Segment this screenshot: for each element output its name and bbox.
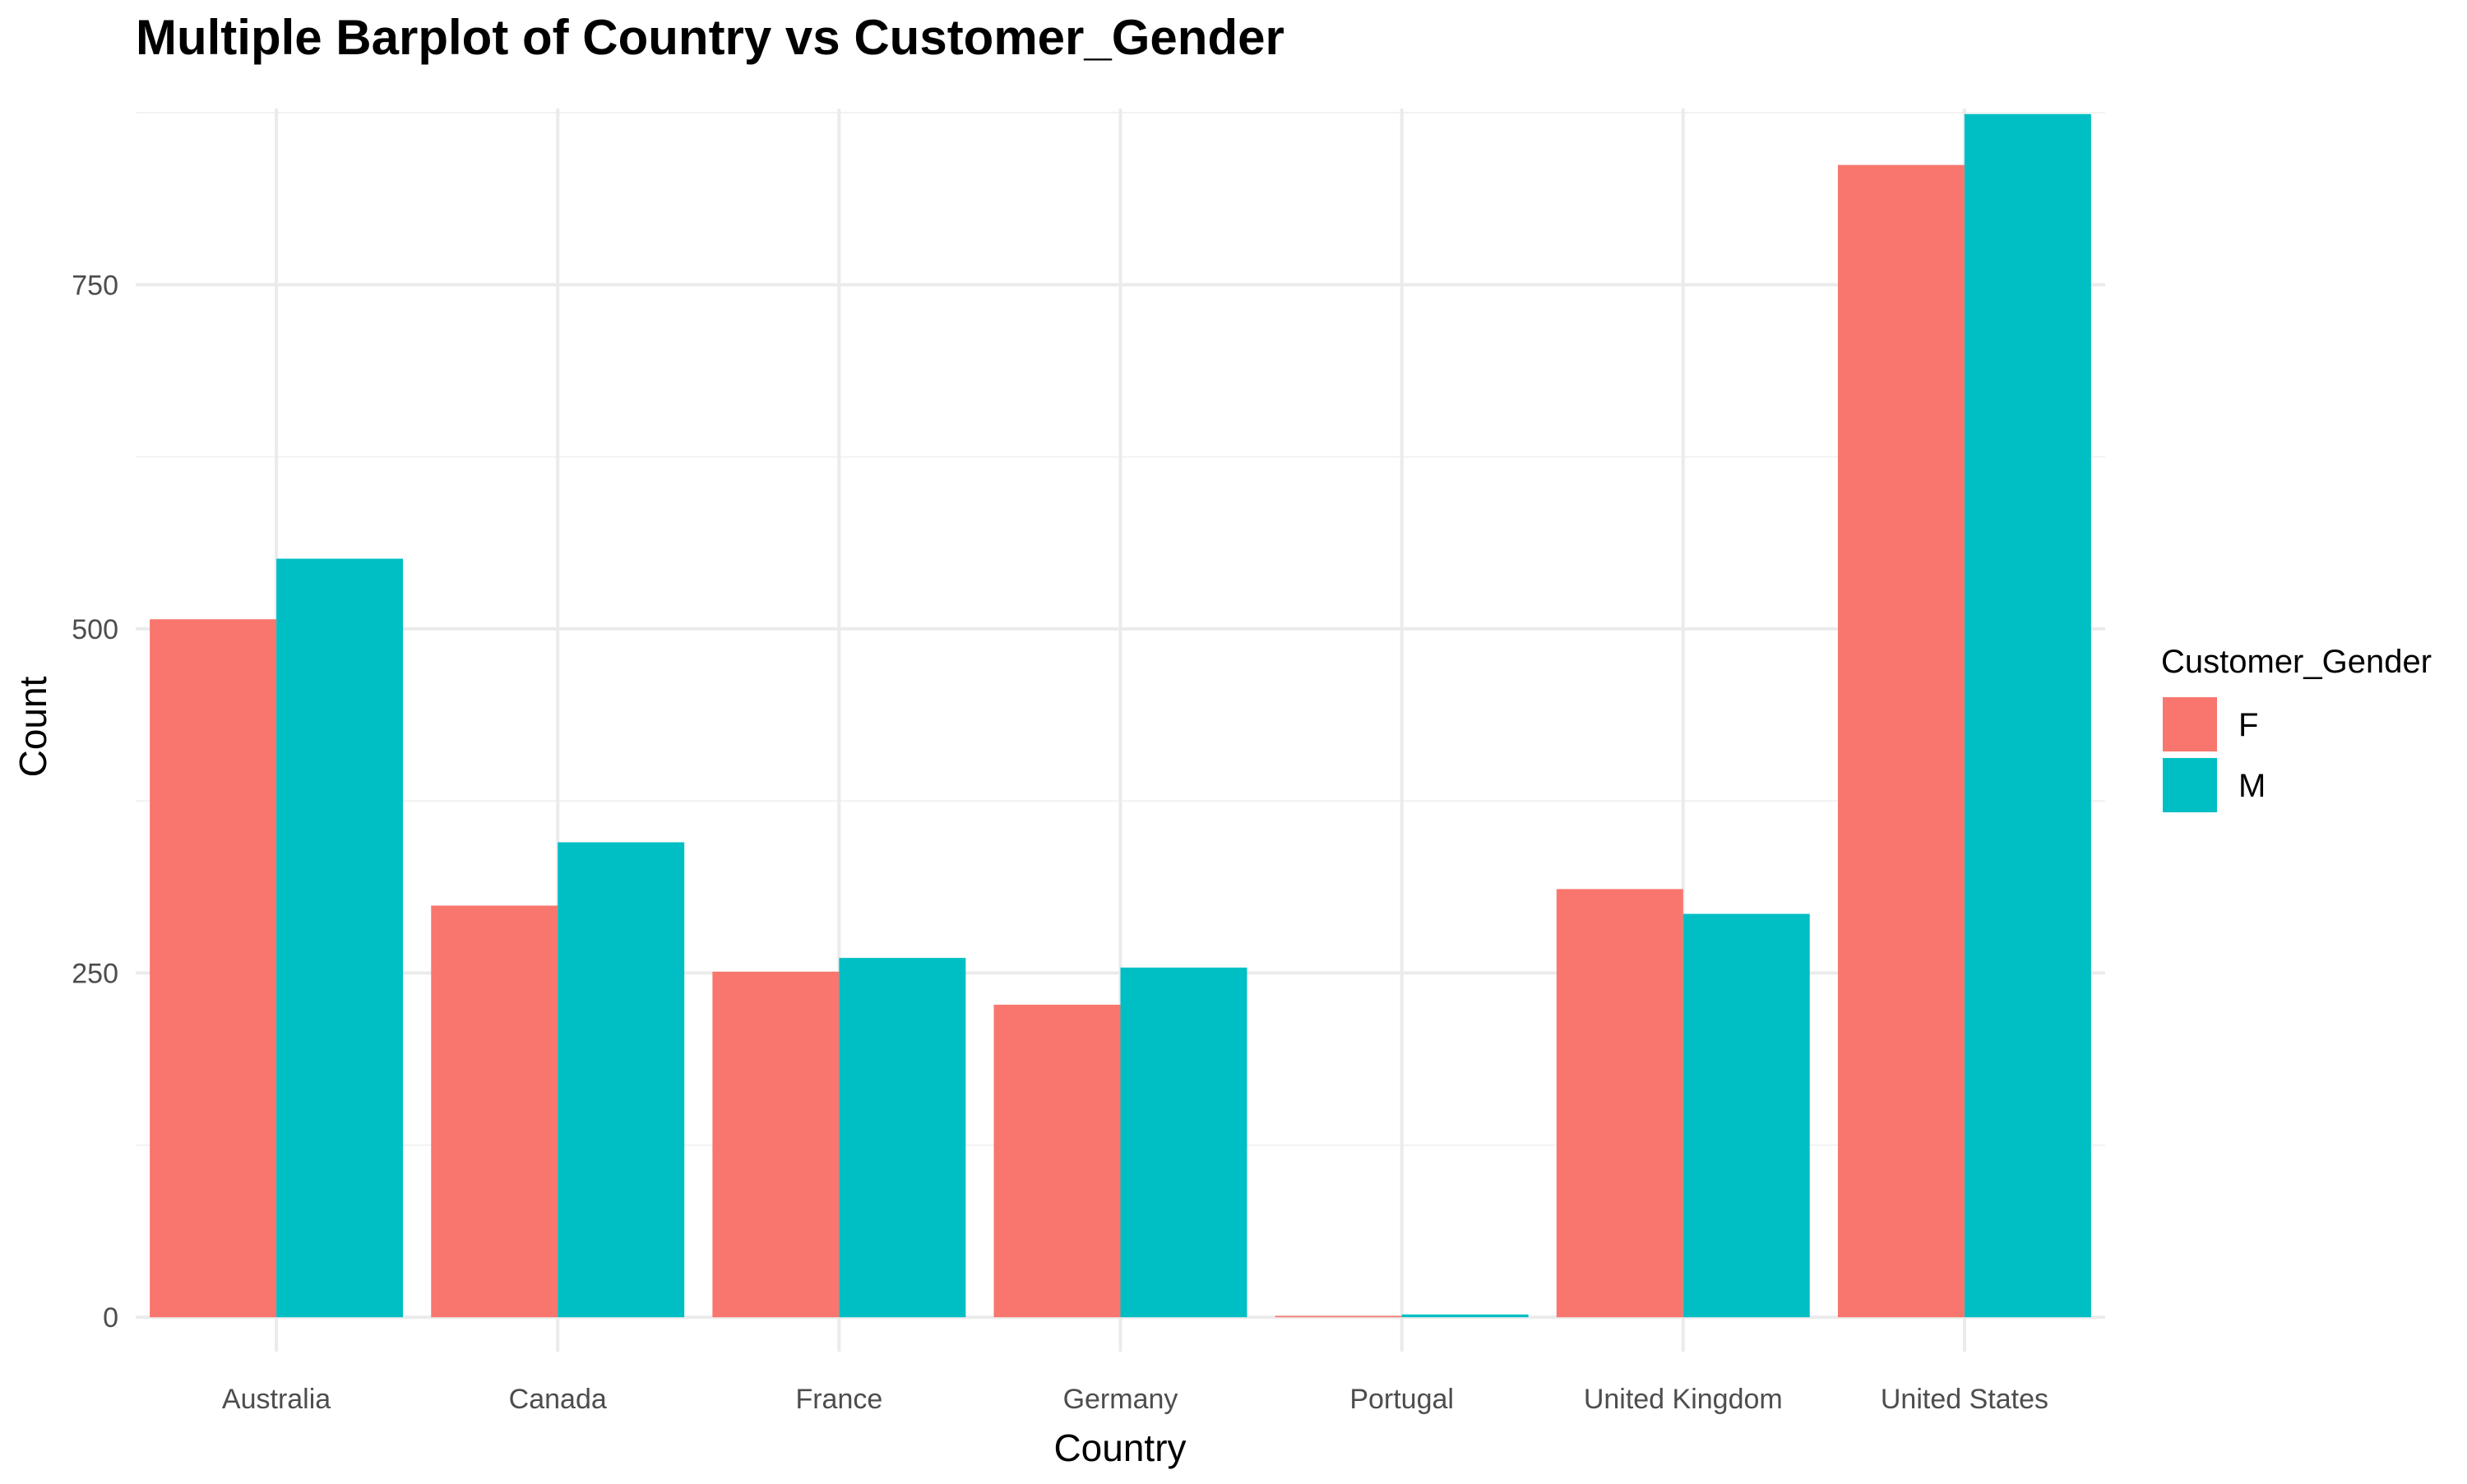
x-tick-label: Canada	[509, 1384, 607, 1415]
bar-united-kingdom-m	[1682, 913, 1810, 1318]
bar-united-kingdom-f	[1556, 889, 1683, 1318]
legend-items: FM	[2163, 697, 2266, 812]
x-axis-ticks: Australia Canada France Germany Portugal Unit…	[222, 1384, 2048, 1415]
bar-portugal-f	[1275, 1315, 1402, 1318]
x-tick-label: United States	[1881, 1384, 2048, 1415]
legend-label-m: M	[2238, 768, 2266, 804]
bar-united-states-f	[1837, 164, 1965, 1318]
bar-germany-f	[993, 1005, 1121, 1318]
bar-australia-f	[150, 619, 277, 1318]
bar-canada-m	[558, 842, 685, 1318]
bar-france-m	[839, 958, 966, 1318]
x-tick-label: United Kingdom	[1584, 1384, 1783, 1415]
y-axis-title: Count	[12, 676, 54, 777]
bar-portugal-m	[1401, 1314, 1529, 1318]
x-tick-label: France	[795, 1384, 882, 1415]
y-tick-label: 0	[103, 1302, 118, 1334]
bar-france-f	[712, 971, 840, 1318]
legend-label-f: F	[2238, 707, 2258, 743]
x-tick-label: Germany	[1063, 1384, 1178, 1415]
bar-canada-f	[431, 905, 558, 1318]
y-tick-label: 750	[72, 270, 118, 301]
legend-swatch-f	[2163, 697, 2217, 751]
x-axis-title: Country	[1053, 1426, 1186, 1469]
bar-germany-m	[1120, 967, 1247, 1318]
legend-title: Customer_Gender	[2161, 644, 2432, 680]
bar-united-states-m	[1964, 113, 2091, 1318]
x-tick-label: Australia	[222, 1384, 331, 1415]
x-tick-label: Portugal	[1349, 1384, 1454, 1415]
y-tick-label: 250	[72, 959, 118, 990]
legend: Customer_Gender FM	[2161, 644, 2432, 812]
bar-australia-m	[276, 558, 404, 1318]
legend-swatch-m	[2163, 758, 2217, 812]
bars-layer	[150, 113, 2091, 1318]
y-axis-ticks: 0 250 500 750	[72, 270, 118, 1334]
y-tick-label: 500	[72, 614, 118, 645]
chart-title: Multiple Barplot of Country vs Customer_…	[136, 10, 1284, 65]
